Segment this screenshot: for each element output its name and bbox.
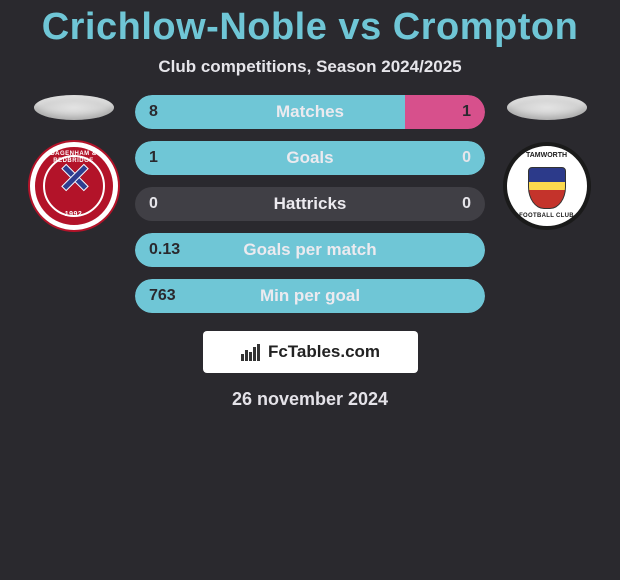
stats-list: Matches81Goals10Hattricks00Goals per mat… (135, 95, 485, 313)
stat-label: Goals per match (135, 240, 485, 260)
stat-label: Hattricks (135, 194, 485, 214)
stat-value-left: 1 (149, 149, 158, 167)
stat-row: Matches8 1 (135, 95, 485, 129)
shield-icon (528, 167, 566, 209)
stat-row: Goals1 0 (135, 141, 485, 175)
page-title: Crichlow-Noble vs Crompton (0, 0, 620, 49)
stat-label: Matches (135, 102, 485, 122)
left-side: DAGENHAM & REDBRIDGE 1992 (26, 95, 121, 230)
stat-label: Goals (135, 148, 485, 168)
stat-value-right: 0 (462, 195, 471, 213)
left-crest-text-top: DAGENHAM & REDBRIDGE (35, 151, 113, 164)
right-side: TAMWORTH FOOTBALL CLUB (499, 95, 594, 230)
stat-value-left: 0 (149, 195, 158, 213)
branding-text: FcTables.com (268, 342, 380, 362)
right-crest-text-top: TAMWORTH (507, 152, 587, 160)
bars-icon (240, 342, 262, 362)
date-label: 26 november 2024 (0, 389, 620, 410)
branding-badge: FcTables.com (203, 331, 418, 373)
stat-value-right: 1 (462, 103, 471, 121)
left-player-silhouette (34, 95, 114, 120)
left-crest-text-bottom: 1992 (35, 211, 113, 219)
stat-value-left: 8 (149, 103, 158, 121)
right-team-crest: TAMWORTH FOOTBALL CLUB (503, 142, 591, 230)
stat-label: Min per goal (135, 286, 485, 306)
stat-value-left: 763 (149, 287, 176, 305)
stat-value-left: 0.13 (149, 241, 180, 259)
stat-row: Goals per match0.13 (135, 233, 485, 267)
right-crest-text-bottom: FOOTBALL CLUB (507, 213, 587, 220)
left-team-crest: DAGENHAM & REDBRIDGE 1992 (30, 142, 118, 230)
stat-value-right: 0 (462, 149, 471, 167)
hammers-icon (57, 169, 91, 203)
right-player-silhouette (507, 95, 587, 120)
comparison-layout: DAGENHAM & REDBRIDGE 1992 Matches81Goals… (0, 95, 620, 313)
stat-row: Hattricks0 0 (135, 187, 485, 221)
stat-row: Min per goal763 (135, 279, 485, 313)
subtitle: Club competitions, Season 2024/2025 (0, 57, 620, 77)
